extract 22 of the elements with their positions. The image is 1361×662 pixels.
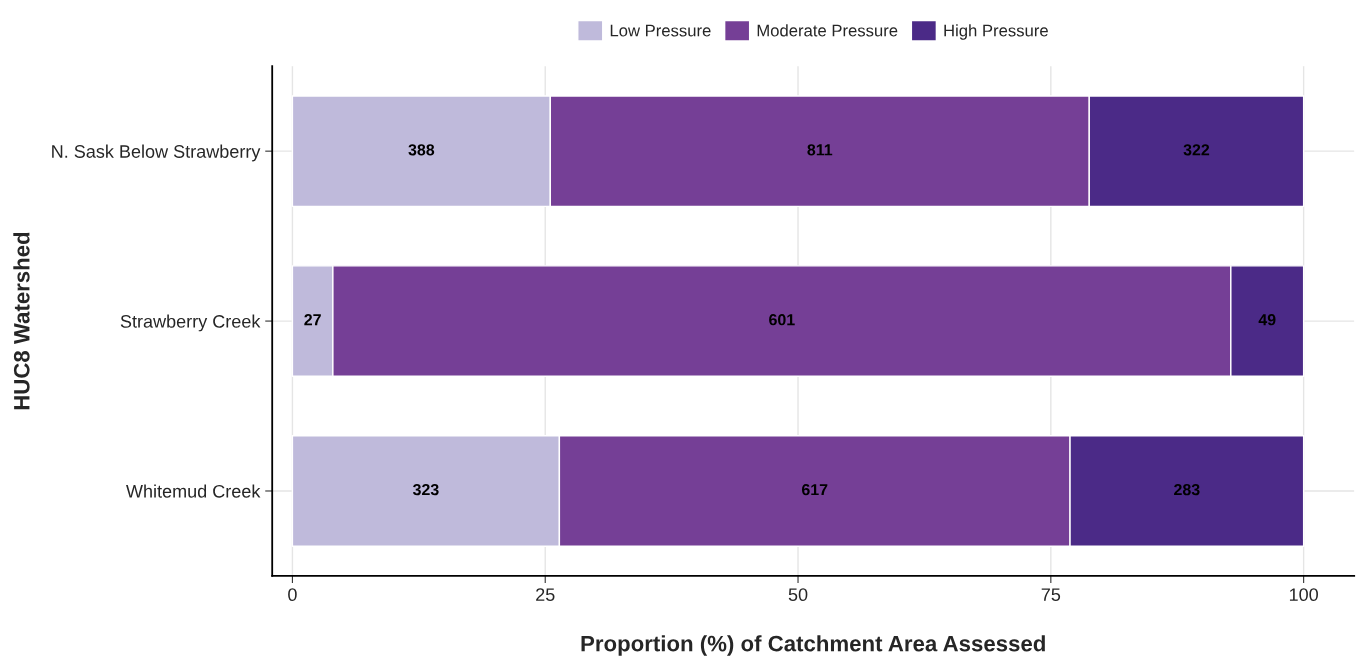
legend-label: Low Pressure bbox=[610, 24, 711, 37]
x-tick-label: 50 bbox=[788, 588, 808, 602]
legend-label: High Pressure bbox=[944, 24, 1048, 40]
annotation: 49 bbox=[1258, 314, 1276, 326]
annotation: 283 bbox=[1174, 483, 1200, 496]
annotation: 601 bbox=[769, 314, 795, 326]
annotation: 617 bbox=[801, 483, 828, 496]
y-tick-label: Whitemud Creek bbox=[126, 484, 261, 498]
annotation: 322 bbox=[1183, 144, 1210, 156]
legend-label: Moderate Pressure bbox=[757, 24, 898, 37]
annotation: 811 bbox=[807, 144, 833, 156]
annotation: 388 bbox=[408, 144, 435, 156]
y-tick-label: Strawberry Creek bbox=[120, 314, 261, 332]
x-axis-title: Proportion (%) of Catchment Area Assessed bbox=[581, 635, 1045, 656]
y-axis-title: HUC8 Watershed bbox=[13, 232, 30, 410]
annotation: 27 bbox=[304, 314, 321, 326]
x-tick-label: 25 bbox=[536, 588, 555, 602]
annotation: 323 bbox=[412, 483, 439, 496]
x-tick-label: 75 bbox=[1041, 588, 1061, 602]
y-tick-label: N. Sask Below Strawberry bbox=[52, 144, 261, 162]
x-tick-label: 0 bbox=[288, 588, 297, 602]
x-tick-label: 100 bbox=[1289, 588, 1318, 602]
